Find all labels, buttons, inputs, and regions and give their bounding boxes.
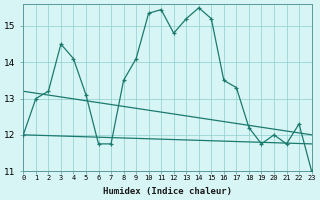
X-axis label: Humidex (Indice chaleur): Humidex (Indice chaleur) [103,187,232,196]
